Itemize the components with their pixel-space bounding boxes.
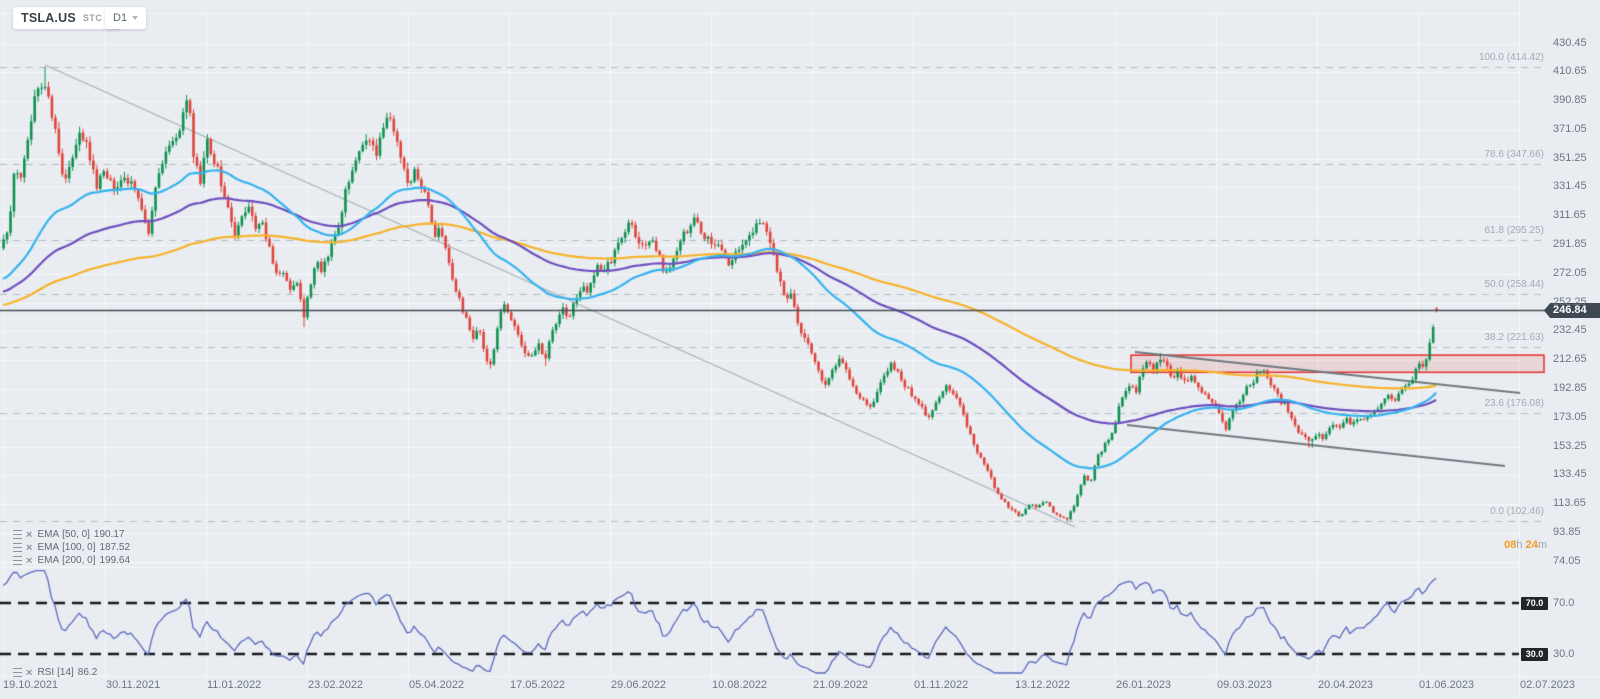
price-axis-tick: 252.25 [1553,295,1587,308]
candle-close-countdown: 08h 24m [1400,539,1547,551]
indicator-value: 187.52 [99,542,131,553]
chevron-down-icon [132,16,139,20]
rsi-upper-axis-label: 70.0 [1553,597,1575,609]
timeframe-selector[interactable]: D1 [105,7,147,29]
fib-level-label: 38.2 (221.63) [1484,332,1545,344]
price-axis-tick: 371.05 [1553,122,1587,135]
price-axis-tick: 212.65 [1553,353,1587,366]
indicator-params: [14] [57,667,74,678]
indicator-params: [50, 0] [62,529,90,540]
countdown-m-unit: m [1537,539,1547,551]
fib-level-label: 23.6 (176.08) [1484,398,1545,410]
date-axis-tick: 09.03.2023 [1217,679,1273,691]
price-axis-tick: 153.25 [1553,439,1587,452]
symbol-selector[interactable]: TSLA.US STC [13,7,122,29]
price-axis-tick: 351.25 [1553,151,1587,164]
date-axis-tick: 11.01.2022 [207,679,262,691]
indicator-settings-icon[interactable] [13,556,22,565]
price-axis-tick: 430.45 [1553,36,1587,49]
indicator-params: [100, 0] [62,542,96,553]
price-axis-tick: 311.65 [1553,209,1586,222]
indicator-remove-icon[interactable]: × [26,554,33,567]
date-axis-tick: 01.06.2023 [1419,679,1475,691]
date-axis-tick: 26.01.2023 [1116,679,1172,691]
indicator-name: EMA [37,555,60,566]
date-axis-tick: 10.08.2022 [712,679,768,691]
date-axis-tick: 13.12.2022 [1015,679,1071,691]
indicator-settings-icon[interactable] [13,668,22,677]
price-axis-tick: 173.05 [1553,410,1587,423]
date-axis-tick: 19.10.2021 [3,679,59,691]
indicator-value: 190.17 [93,529,125,540]
countdown-minutes: 24 [1525,539,1538,551]
indicator-value: 199.64 [99,555,131,566]
countdown-h-unit: h [1516,539,1526,551]
indicator-remove-icon[interactable]: × [26,666,33,679]
indicator-name: EMA [37,542,60,553]
indicator-name: EMA [37,529,60,540]
price-axis-tick: 291.85 [1553,238,1587,251]
price-axis-tick: 331.45 [1553,180,1587,193]
ema-200-legend: × EMA [200, 0] 199.64 [13,554,130,567]
fib-level-label: 100.0 (414.42) [1478,51,1544,63]
price-axis-tick: 410.65 [1553,65,1587,78]
date-axis-tick: 30.11.2021 [106,679,161,691]
current-price-tag: 246.84 [1544,303,1600,318]
price-axis-tick: 232.45 [1553,324,1587,337]
symbol-name: TSLA.US [21,11,76,25]
date-axis-tick: 21.09.2022 [813,679,869,691]
date-axis-tick: 29.06.2022 [611,679,667,691]
price-axis-tick: 192.85 [1553,382,1587,395]
indicator-settings-icon[interactable] [13,530,22,539]
timeframe-label: D1 [113,12,128,24]
ema-100-legend: × EMA [100, 0] 187.52 [13,541,130,554]
date-axis-tick: 01.11.2022 [914,679,969,691]
price-axis-tick: 93.85 [1553,526,1581,539]
indicator-params: [200, 0] [62,555,96,566]
indicator-value: 86.2 [77,667,98,678]
date-axis-tick: 05.04.2022 [409,679,465,691]
date-axis-tick: 17.05.2022 [510,679,566,691]
rsi-upper-level-tag: 70.0 [1521,597,1548,610]
price-axis-tick: 390.85 [1553,94,1587,107]
price-axis-tick: 272.05 [1553,266,1587,279]
price-axis-tick: 133.45 [1553,468,1587,481]
rsi-legend: × RSI [14] 86.2 [13,666,97,679]
date-axis-tick: 20.04.2023 [1318,679,1374,691]
ema-50-legend: × EMA [50, 0] 190.17 [13,528,125,541]
fib-level-label: 50.0 (258.44) [1484,278,1545,290]
indicator-remove-icon[interactable]: × [26,528,33,541]
countdown-hours: 08 [1504,539,1517,551]
price-axis-tick: 113.65 [1553,497,1586,510]
rsi-lower-axis-label: 30.0 [1553,648,1575,660]
date-axis-tick: 02.07.2023 [1520,679,1576,691]
indicator-name: RSI [37,667,55,678]
price-axis-tick: 74.05 [1553,554,1581,567]
date-axis-tick: 23.02.2022 [308,679,364,691]
fib-level-label: 61.8 (295.25) [1484,225,1545,237]
indicator-remove-icon[interactable]: × [26,541,33,554]
instrument-type-badge: STC [82,13,103,23]
fib-level-label: 0.0 (102.46) [1490,505,1544,517]
rsi-lower-level-tag: 30.0 [1521,648,1548,661]
indicator-settings-icon[interactable] [13,543,22,552]
fib-level-label: 78.6 (347.66) [1484,148,1545,160]
